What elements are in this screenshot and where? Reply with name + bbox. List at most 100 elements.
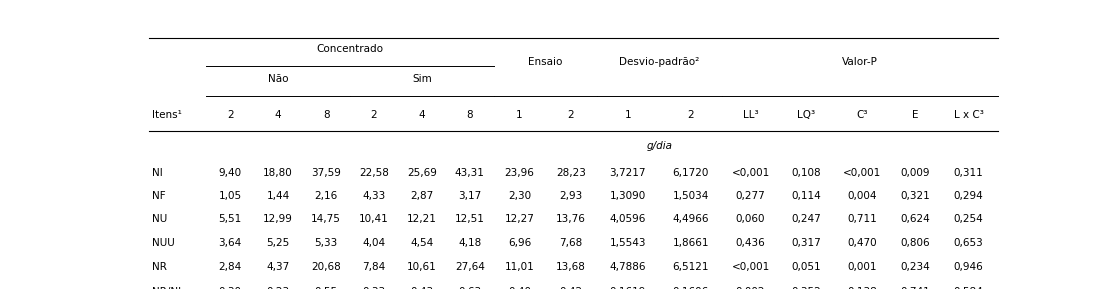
Text: 8: 8 <box>467 110 473 120</box>
Text: 1: 1 <box>624 110 631 120</box>
Text: 0,584: 0,584 <box>953 287 983 289</box>
Text: E: E <box>912 110 918 120</box>
Text: 4,4966: 4,4966 <box>672 214 709 224</box>
Text: 12,99: 12,99 <box>263 214 293 224</box>
Text: 0,004: 0,004 <box>848 191 878 201</box>
Text: 0,114: 0,114 <box>792 191 821 201</box>
Text: NF: NF <box>152 191 166 201</box>
Text: 0,711: 0,711 <box>848 214 878 224</box>
Text: Não: Não <box>268 74 289 84</box>
Text: 5,25: 5,25 <box>267 238 290 248</box>
Text: 2,84: 2,84 <box>219 262 242 272</box>
Text: 12,21: 12,21 <box>407 214 437 224</box>
Text: 0,002: 0,002 <box>735 287 765 289</box>
Text: 18,80: 18,80 <box>263 168 293 178</box>
Text: 10,61: 10,61 <box>407 262 437 272</box>
Text: 0,277: 0,277 <box>735 191 765 201</box>
Text: 0,624: 0,624 <box>900 214 930 224</box>
Text: 1,8661: 1,8661 <box>672 238 709 248</box>
Text: 0,806: 0,806 <box>900 238 930 248</box>
Text: 3,17: 3,17 <box>458 191 481 201</box>
Text: 12,51: 12,51 <box>454 214 484 224</box>
Text: 0,741: 0,741 <box>900 287 930 289</box>
Text: 12,27: 12,27 <box>504 214 534 224</box>
Text: 0,060: 0,060 <box>735 214 765 224</box>
Text: 0,55: 0,55 <box>314 287 338 289</box>
Text: 4,37: 4,37 <box>267 262 290 272</box>
Text: <0,001: <0,001 <box>731 262 770 272</box>
Text: 13,76: 13,76 <box>556 214 585 224</box>
Text: 0,321: 0,321 <box>900 191 930 201</box>
Text: 0,317: 0,317 <box>792 238 821 248</box>
Text: 2: 2 <box>227 110 233 120</box>
Text: 2: 2 <box>371 110 378 120</box>
Text: 11,01: 11,01 <box>504 262 534 272</box>
Text: Desvio-padrão²: Desvio-padrão² <box>619 57 700 67</box>
Text: 0,946: 0,946 <box>953 262 983 272</box>
Text: 0,23: 0,23 <box>267 287 290 289</box>
Text: 0,63: 0,63 <box>459 287 481 289</box>
Text: 2: 2 <box>688 110 694 120</box>
Text: <0,001: <0,001 <box>843 168 881 178</box>
Text: 9,40: 9,40 <box>219 168 242 178</box>
Text: 0,247: 0,247 <box>792 214 821 224</box>
Text: 6,5121: 6,5121 <box>672 262 709 272</box>
Text: 13,68: 13,68 <box>556 262 585 272</box>
Text: Itens¹: Itens¹ <box>152 110 182 120</box>
Text: 0,40: 0,40 <box>508 287 531 289</box>
Text: 4: 4 <box>419 110 426 120</box>
Text: Valor-P: Valor-P <box>842 57 878 67</box>
Text: 4: 4 <box>274 110 281 120</box>
Text: 10,41: 10,41 <box>359 214 389 224</box>
Text: 0,001: 0,001 <box>848 262 878 272</box>
Text: Sim: Sim <box>412 74 432 84</box>
Text: 27,64: 27,64 <box>454 262 484 272</box>
Text: NR/NI: NR/NI <box>152 287 181 289</box>
Text: L x C³: L x C³ <box>953 110 983 120</box>
Text: g/dia: g/dia <box>647 141 672 151</box>
Text: 0,1619: 0,1619 <box>610 287 647 289</box>
Text: 7,84: 7,84 <box>362 262 386 272</box>
Text: 4,54: 4,54 <box>410 238 433 248</box>
Text: 14,75: 14,75 <box>311 214 341 224</box>
Text: 2,93: 2,93 <box>559 191 582 201</box>
Text: 4,0596: 4,0596 <box>610 214 647 224</box>
Text: 8: 8 <box>323 110 329 120</box>
Text: 20,68: 20,68 <box>311 262 341 272</box>
Text: 0,352: 0,352 <box>792 287 821 289</box>
Text: 2: 2 <box>568 110 574 120</box>
Text: 5,33: 5,33 <box>314 238 338 248</box>
Text: 25,69: 25,69 <box>407 168 437 178</box>
Text: 0,33: 0,33 <box>362 287 386 289</box>
Text: 43,31: 43,31 <box>454 168 484 178</box>
Text: 23,96: 23,96 <box>504 168 534 178</box>
Text: 0,311: 0,311 <box>953 168 983 178</box>
Text: 1,3090: 1,3090 <box>610 191 645 201</box>
Text: 0,1606: 0,1606 <box>672 287 709 289</box>
Text: LL³: LL³ <box>743 110 759 120</box>
Text: 0,138: 0,138 <box>848 287 878 289</box>
Text: 0,436: 0,436 <box>735 238 765 248</box>
Text: 4,33: 4,33 <box>362 191 386 201</box>
Text: 2,87: 2,87 <box>410 191 433 201</box>
Text: 1,5034: 1,5034 <box>672 191 709 201</box>
Text: 0,470: 0,470 <box>848 238 878 248</box>
Text: 0,234: 0,234 <box>900 262 930 272</box>
Text: NI: NI <box>152 168 162 178</box>
Text: 0,108: 0,108 <box>792 168 821 178</box>
Text: 0,254: 0,254 <box>953 214 983 224</box>
Text: 1,5543: 1,5543 <box>610 238 647 248</box>
Text: 6,1720: 6,1720 <box>672 168 709 178</box>
Text: 22,58: 22,58 <box>359 168 389 178</box>
Text: Ensaio: Ensaio <box>528 57 562 67</box>
Text: 7,68: 7,68 <box>559 238 582 248</box>
Text: 0,30: 0,30 <box>219 287 242 289</box>
Text: Concentrado: Concentrado <box>317 44 383 54</box>
Text: 4,7886: 4,7886 <box>610 262 647 272</box>
Text: 0,653: 0,653 <box>953 238 983 248</box>
Text: 0,42: 0,42 <box>559 287 582 289</box>
Text: NR: NR <box>152 262 167 272</box>
Text: <0,001: <0,001 <box>731 168 770 178</box>
Text: NUU: NUU <box>152 238 174 248</box>
Text: 1,44: 1,44 <box>267 191 290 201</box>
